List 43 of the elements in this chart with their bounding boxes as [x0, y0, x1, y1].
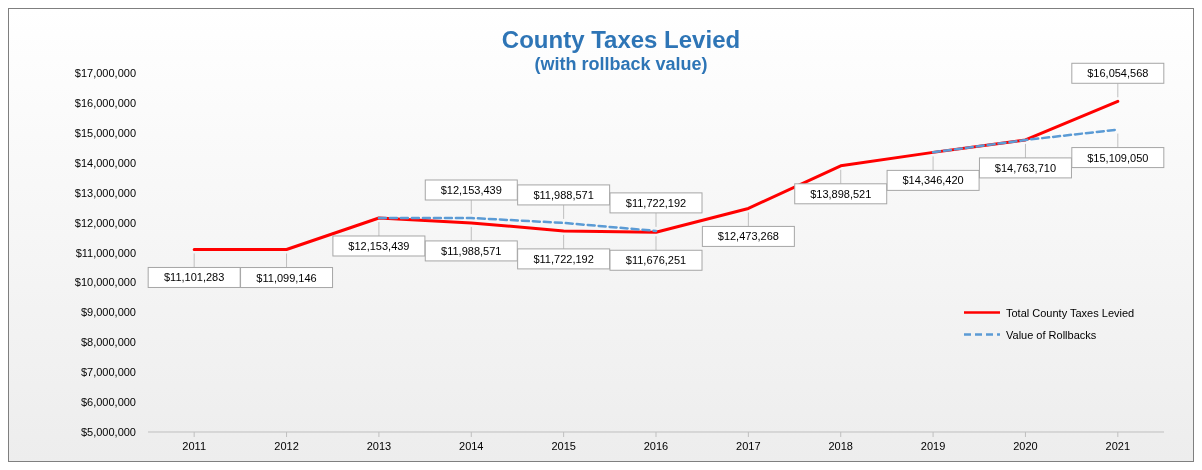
- x-tick-label: 2011: [182, 440, 207, 452]
- x-tick-label: 2014: [459, 440, 484, 452]
- data-label: $11,676,251: [625, 254, 687, 267]
- data-label: $11,099,146: [256, 271, 317, 284]
- data-label: $12,153,439: [348, 239, 410, 252]
- data-label: $12,153,439: [440, 183, 502, 196]
- y-tick-label: $6,000,000: [80, 396, 136, 409]
- chart-title: County Taxes Levied: [501, 26, 741, 53]
- data-label: $15,109,050: [1087, 151, 1149, 164]
- data-label: $12,473,268: [717, 230, 779, 243]
- data-label: $11,722,192: [533, 252, 594, 265]
- legend-label: Total County Taxes Levied: [1006, 306, 1135, 319]
- y-tick-label: $16,000,000: [74, 96, 136, 109]
- x-tick-label: 2012: [274, 440, 299, 452]
- y-tick-label: $11,000,000: [75, 246, 136, 259]
- y-tick-label: $13,000,000: [74, 186, 136, 199]
- x-tick-label: 2013: [366, 440, 392, 452]
- data-label: $11,988,571: [533, 188, 594, 201]
- x-tick-label: 2017: [736, 440, 761, 452]
- y-tick-label: $12,000,000: [74, 216, 136, 229]
- data-label: $11,722,192: [625, 196, 687, 209]
- data-label: $14,763,710: [994, 161, 1057, 174]
- x-tick-label: 2018: [828, 440, 853, 452]
- x-tick-label: 2020: [1013, 440, 1038, 452]
- data-label: $16,054,568: [1087, 67, 1149, 80]
- legend-label: Value of Rollbacks: [1006, 328, 1097, 341]
- data-label: $11,988,571: [441, 244, 502, 257]
- x-tick-label: 2021: [1105, 440, 1131, 452]
- data-label: $14,346,420: [902, 174, 964, 187]
- y-tick-label: $14,000,000: [74, 156, 136, 169]
- y-tick-label: $15,000,000: [74, 126, 136, 139]
- x-tick-label: 2019: [920, 440, 946, 452]
- y-tick-label: $9,000,000: [80, 306, 136, 319]
- y-tick-label: $8,000,000: [80, 336, 136, 349]
- y-tick-label: $5,000,000: [80, 426, 136, 438]
- y-tick-label: $7,000,000: [80, 366, 136, 379]
- y-tick-label: $10,000,000: [74, 276, 136, 289]
- x-tick-label: 2015: [551, 440, 576, 452]
- chart-subtitle: (with rollback value): [534, 54, 708, 74]
- y-tick-label: $17,000,000: [74, 67, 136, 79]
- x-tick-label: 2016: [643, 440, 669, 452]
- data-label: $13,898,521: [810, 187, 872, 200]
- data-label: $11,101,283: [164, 271, 225, 284]
